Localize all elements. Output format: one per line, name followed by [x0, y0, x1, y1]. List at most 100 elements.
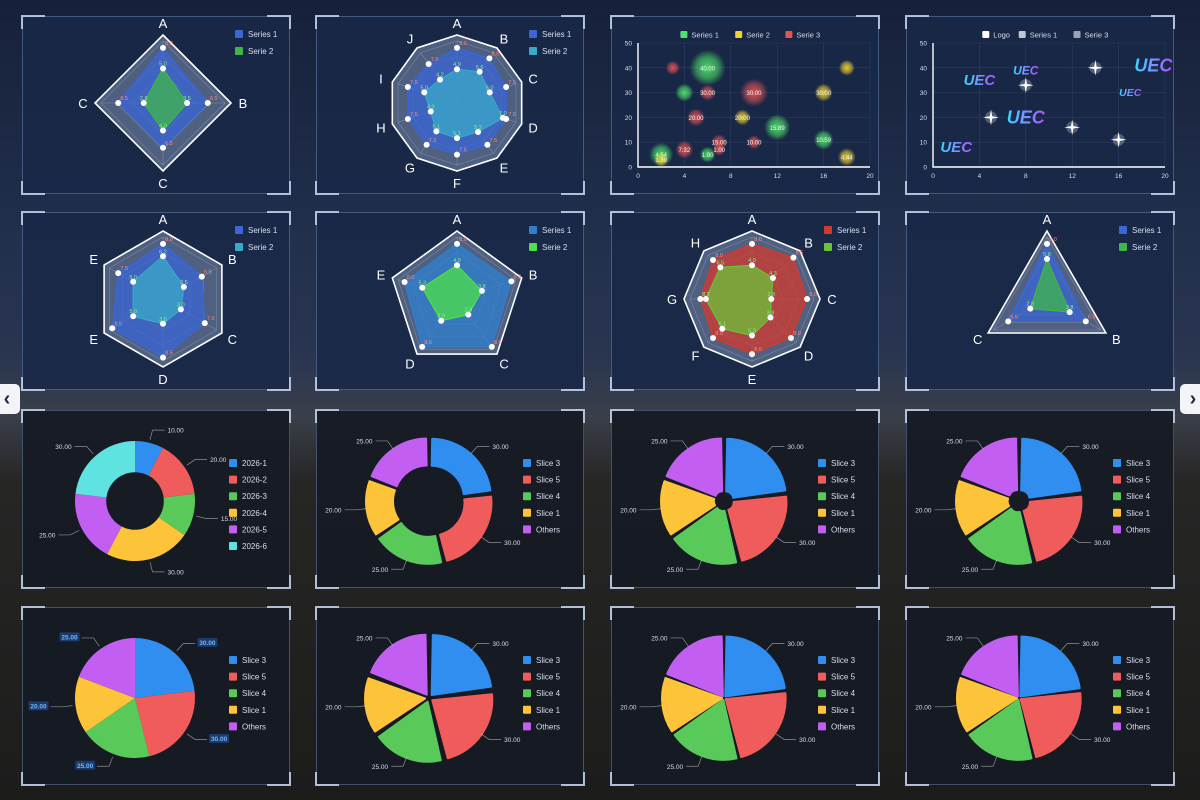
- pie-slice[interactable]: [378, 522, 443, 565]
- radar-series-area[interactable]: [1029, 257, 1071, 313]
- radar-point[interactable]: [790, 254, 797, 261]
- radar-point[interactable]: [499, 114, 506, 121]
- pie-slice[interactable]: [968, 698, 1033, 761]
- radar-point[interactable]: [140, 100, 147, 106]
- radar-point[interactable]: [702, 296, 709, 302]
- legend-swatch[interactable]: [229, 542, 237, 550]
- legend-swatch[interactable]: [523, 459, 531, 467]
- radar-point[interactable]: [475, 128, 482, 135]
- legend-swatch[interactable]: [1119, 226, 1127, 234]
- radar-point[interactable]: [1044, 240, 1050, 247]
- legend-swatch[interactable]: [523, 475, 531, 484]
- radar-point[interactable]: [401, 278, 408, 285]
- legend-swatch[interactable]: [1113, 672, 1121, 681]
- radar-point[interactable]: [115, 100, 122, 106]
- radar-point[interactable]: [486, 89, 493, 96]
- legend-swatch[interactable]: [229, 508, 237, 517]
- legend-swatch[interactable]: [229, 492, 237, 501]
- legend-swatch[interactable]: [1113, 689, 1121, 698]
- radar-point[interactable]: [454, 151, 460, 158]
- legend-swatch[interactable]: [1113, 656, 1121, 664]
- pie-slice[interactable]: [1019, 635, 1081, 698]
- pie-slice[interactable]: [725, 437, 787, 499]
- radar-point[interactable]: [160, 127, 166, 134]
- pie-slice[interactable]: [956, 677, 1019, 733]
- pie-slice[interactable]: [673, 698, 738, 761]
- pie-slice[interactable]: [1019, 692, 1082, 759]
- pie-slice[interactable]: [660, 480, 717, 536]
- pie-slice[interactable]: [665, 437, 724, 497]
- radar-point[interactable]: [454, 135, 460, 142]
- legend-swatch[interactable]: [1113, 492, 1121, 501]
- legend-swatch[interactable]: [818, 722, 826, 731]
- bubble[interactable]: [838, 59, 855, 76]
- radar-point[interactable]: [767, 314, 774, 321]
- radar-point[interactable]: [1005, 318, 1012, 325]
- radar-point[interactable]: [478, 287, 485, 294]
- legend-swatch[interactable]: [1113, 459, 1121, 467]
- radar-point[interactable]: [425, 60, 432, 67]
- radar-point[interactable]: [160, 354, 166, 361]
- bubble[interactable]: [713, 143, 726, 156]
- pie-slice[interactable]: [724, 692, 787, 759]
- bubble[interactable]: [734, 109, 751, 126]
- legend-swatch[interactable]: [1018, 31, 1026, 38]
- radar-point[interactable]: [130, 278, 137, 285]
- radar-series-area[interactable]: [421, 264, 483, 322]
- bubble[interactable]: [747, 135, 761, 150]
- legend-swatch[interactable]: [818, 475, 826, 484]
- radar-point[interactable]: [486, 55, 493, 62]
- legend-swatch[interactable]: [529, 243, 537, 251]
- pie-slice[interactable]: [724, 635, 786, 698]
- radar-point[interactable]: [804, 296, 811, 302]
- radar-point[interactable]: [454, 240, 460, 247]
- radar-point[interactable]: [749, 240, 755, 247]
- pie-slice[interactable]: [75, 676, 135, 733]
- radar-point[interactable]: [1082, 318, 1089, 325]
- chart-card-c3[interactable]: 0102030405004812162040.0015.8910.594.541…: [610, 15, 880, 195]
- chart-card-c7[interactable]: 8.0 8.5 8.0 8.0 8.0 8.0 7.5 8.0 4.9 4.3 2.8 3.8 5.3 6…: [610, 211, 880, 391]
- pie-slice[interactable]: [78, 638, 135, 698]
- legend-swatch[interactable]: [529, 226, 537, 234]
- legend-swatch[interactable]: [818, 525, 826, 534]
- pie-slice[interactable]: [968, 507, 1033, 565]
- pie-slice[interactable]: [370, 437, 428, 488]
- legend-swatch[interactable]: [235, 30, 243, 38]
- radar-point[interactable]: [454, 66, 460, 73]
- radar-point[interactable]: [768, 296, 775, 302]
- pie-slice[interactable]: [961, 635, 1019, 698]
- legend-swatch[interactable]: [982, 31, 990, 38]
- bubble[interactable]: [689, 49, 726, 86]
- radar-point[interactable]: [717, 264, 724, 271]
- legend-swatch[interactable]: [523, 672, 531, 681]
- radar-point[interactable]: [160, 320, 166, 327]
- radar-point[interactable]: [438, 317, 445, 324]
- radar-point[interactable]: [488, 343, 495, 350]
- legend-swatch[interactable]: [818, 672, 826, 681]
- legend-swatch[interactable]: [1113, 722, 1121, 731]
- radar-point[interactable]: [787, 334, 794, 341]
- radar-point[interactable]: [769, 275, 776, 282]
- pie-slice[interactable]: [1020, 437, 1082, 499]
- sparkle-marker[interactable]: [983, 109, 999, 126]
- legend-swatch[interactable]: [818, 656, 826, 664]
- radar-point[interactable]: [503, 84, 510, 91]
- pie-slice[interactable]: [727, 495, 788, 562]
- radar-point[interactable]: [109, 325, 116, 332]
- chart-card-c12[interactable]: 30.00 30.00 25.00 20.00 25.00 Slice 3 Slice 5 S…: [905, 409, 1175, 589]
- legend-swatch[interactable]: [1113, 525, 1121, 534]
- radar-point[interactable]: [508, 278, 515, 285]
- radar-point[interactable]: [404, 115, 411, 122]
- radar-point[interactable]: [1066, 309, 1073, 316]
- bubble[interactable]: [675, 83, 694, 102]
- bubble[interactable]: [699, 146, 716, 163]
- pie-slice[interactable]: [135, 638, 195, 698]
- legend-swatch[interactable]: [229, 705, 237, 714]
- legend-swatch[interactable]: [235, 226, 243, 234]
- radar-point[interactable]: [177, 306, 184, 313]
- radar-point[interactable]: [180, 283, 187, 290]
- chart-card-c5[interactable]: 8.0 6.5 7.0 8.5 8.5 7.5 6.2 3.5 3.0 3.6 5.0 5.0 A B C D…: [21, 211, 291, 391]
- radar-point[interactable]: [484, 141, 491, 148]
